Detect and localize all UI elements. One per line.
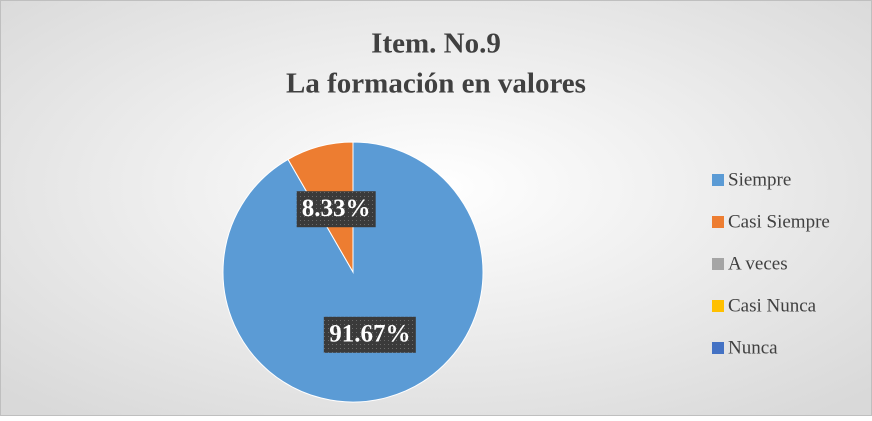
legend-label: Casi Siempre	[728, 211, 830, 232]
legend-swatch	[712, 258, 724, 270]
legend-swatch	[712, 174, 724, 186]
legend-label: Siempre	[728, 169, 791, 190]
data-label: 8.33%	[302, 195, 371, 222]
data-label-box	[296, 191, 376, 228]
data-label: 91.67%	[329, 321, 410, 348]
legend-swatch	[712, 216, 724, 228]
data-label-box	[323, 316, 416, 353]
legend-swatch	[712, 342, 724, 354]
legend-label: Casi Nunca	[728, 295, 817, 316]
legend-swatch	[712, 300, 724, 312]
chart-title: Item. No.9	[371, 28, 501, 60]
legend-label: Nunca	[728, 337, 778, 358]
legend-label: A veces	[728, 253, 788, 274]
chart-subtitle: La formación en valores	[286, 68, 586, 100]
